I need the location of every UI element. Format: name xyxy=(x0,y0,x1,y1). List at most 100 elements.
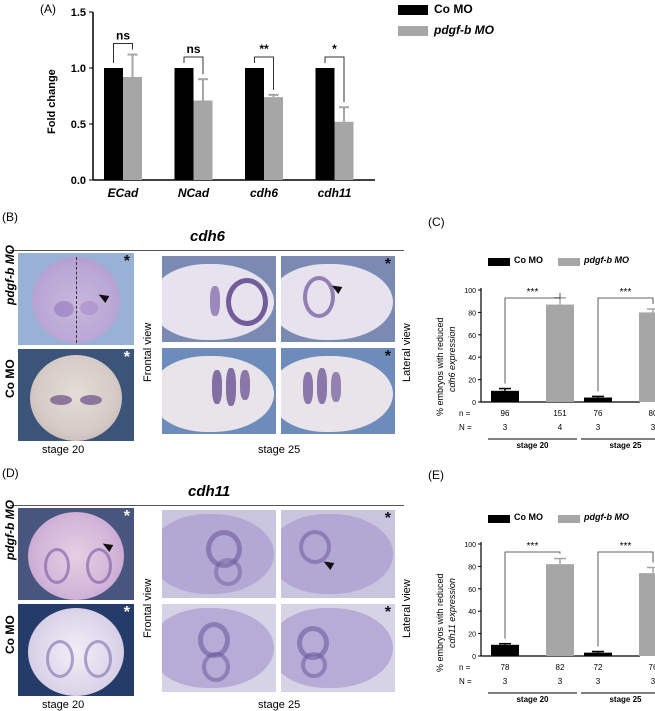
panel-d-stage-left: stage 20 xyxy=(42,699,85,711)
n-value: 82 xyxy=(556,663,565,672)
bar xyxy=(491,644,519,656)
x-category-label: cdh6 xyxy=(250,186,278,200)
cdh11-stage25-co-lateral-photo: * xyxy=(281,604,395,692)
N-value: 3 xyxy=(651,677,655,686)
asterisk-mark: * xyxy=(384,604,391,621)
asterisk-mark: * xyxy=(123,349,130,366)
N-row-label: N = xyxy=(459,423,472,432)
x-category-label: NCad xyxy=(178,186,210,200)
legend-swatch-co-mo xyxy=(398,5,428,15)
asterisk-mark: * xyxy=(123,253,130,270)
N-row-label: N = xyxy=(459,677,472,686)
panel-a-label: (A) xyxy=(40,2,56,16)
legend-swatch-co-mo xyxy=(488,258,510,266)
significance-bracket xyxy=(183,56,204,75)
asterisk-mark: * xyxy=(123,508,130,525)
bar xyxy=(334,121,354,180)
y-tick-label: 80 xyxy=(468,310,476,317)
legend-swatch-pdgfb-mo xyxy=(558,258,580,266)
y-tick-label: 1.0 xyxy=(71,63,86,75)
N-value: 3 xyxy=(651,423,655,432)
significance-bracket xyxy=(504,551,561,639)
y-tick-label: 0.0 xyxy=(71,175,86,187)
y-tick-label: 1.5 xyxy=(71,7,86,19)
legend-label-co-mo: Co MO xyxy=(434,2,473,16)
bar xyxy=(264,97,283,180)
bar xyxy=(639,312,655,402)
cdh11-stage25-pdgfb-lateral-photo: * xyxy=(281,510,395,598)
N-value: 3 xyxy=(596,423,601,432)
panel-b-gene-title: cdh6 xyxy=(190,228,226,245)
cdh6-stage20-pdgfb-photo: * xyxy=(18,253,134,345)
panel-c-label: (C) xyxy=(428,215,445,229)
cdh11-stage20-co-photo: * xyxy=(18,604,134,696)
n-value: 78 xyxy=(501,663,510,672)
bar xyxy=(104,68,123,180)
stage-label: stage 20 xyxy=(516,441,549,450)
y-tick-label: 0 xyxy=(472,400,476,407)
N-value: 3 xyxy=(558,677,563,686)
n-value: 76 xyxy=(594,409,603,418)
y-tick-label: 100 xyxy=(464,542,476,549)
legend-label-co-mo: Co MO xyxy=(514,255,543,265)
bar xyxy=(584,397,612,402)
panel-b-stage-right: stage 25 xyxy=(258,444,301,456)
y-tick-label: 80 xyxy=(468,564,476,571)
panel-b-label: (B) xyxy=(2,210,18,224)
panel-e-label: (E) xyxy=(428,468,444,482)
y-tick-label: 40 xyxy=(468,355,476,362)
n-row-label: n = xyxy=(459,663,471,672)
cdh11-stage25-pdgfb-frontal-photo xyxy=(162,510,276,598)
legend-label-co-mo: Co MO xyxy=(514,512,543,522)
significance-bracket xyxy=(113,43,133,63)
significance-label: * xyxy=(332,42,337,56)
panel-d-stage-right: stage 25 xyxy=(258,699,301,711)
cdh6-stage25-pdgfb-lateral-photo: * xyxy=(281,256,395,342)
y-tick-label: 60 xyxy=(468,333,476,340)
significance-label: ns xyxy=(186,42,200,56)
significance-label: *** xyxy=(527,541,539,552)
significance-bracket xyxy=(504,292,561,384)
cdh6-stage20-co-photo: * xyxy=(18,349,134,441)
x-category-label: ECad xyxy=(108,186,139,200)
significance-bracket xyxy=(597,551,654,647)
bar xyxy=(193,100,213,180)
bar xyxy=(639,573,655,656)
N-value: 3 xyxy=(503,423,508,432)
legend-swatch-co-mo xyxy=(488,515,510,523)
cdh6-stage25-pdgfb-frontal-photo xyxy=(162,256,276,342)
cdh6-stage25-co-lateral-photo: * xyxy=(281,348,395,434)
bar xyxy=(584,652,612,656)
legend-label-pdgfb-mo: pdgf-b MO xyxy=(584,512,629,522)
n-value: 72 xyxy=(594,663,603,672)
stage-label: stage 25 xyxy=(609,695,642,704)
y-tick-label: 20 xyxy=(468,632,476,639)
significance-label: *** xyxy=(527,287,539,298)
panel-b-title-rule xyxy=(10,250,404,251)
asterisk-mark: * xyxy=(384,510,391,527)
panel-a-chart: 1.5 1.0 0.5 0.0 ns ECad ns NCad ** cdh6 * cdh11 xyxy=(71,7,375,200)
N-value: 3 xyxy=(503,677,508,686)
panel-b-stage-left: stage 20 xyxy=(42,444,85,456)
y-tick-label: 20 xyxy=(468,378,476,385)
significance-bracket xyxy=(597,297,654,392)
n-row-label: n = xyxy=(459,409,471,418)
x-category-label: cdh11 xyxy=(318,186,352,200)
legend-label-pdgfb-mo: pdgf-b MO xyxy=(434,23,494,37)
legend-swatch-pdgfb-mo xyxy=(398,26,428,36)
asterisk-mark: * xyxy=(384,348,391,365)
panel-d-label: (D) xyxy=(2,466,19,480)
bar xyxy=(546,304,574,402)
n-value: 96 xyxy=(501,409,510,418)
cdh11-stage20-pdgfb-photo: * xyxy=(18,508,134,600)
bar xyxy=(491,390,519,402)
n-value: 151 xyxy=(553,409,567,418)
significance-bracket xyxy=(324,56,345,103)
n-value: 76 xyxy=(649,663,655,672)
bar xyxy=(245,68,264,180)
panel-d-gene-title: cdh11 xyxy=(188,483,231,500)
y-tick-label: 0 xyxy=(472,654,476,661)
significance-label: *** xyxy=(620,287,632,298)
